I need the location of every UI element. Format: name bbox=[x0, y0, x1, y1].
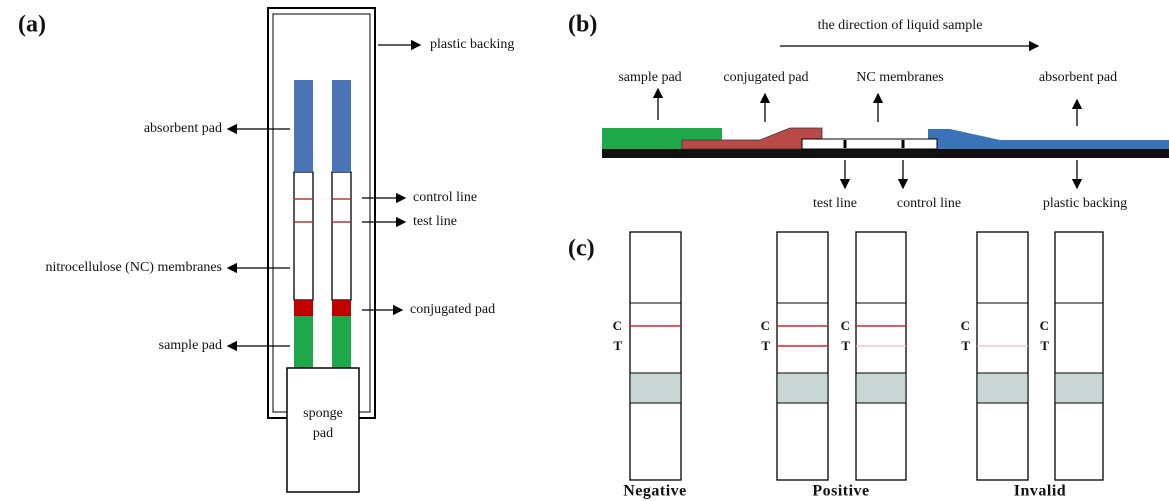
label: sample pad bbox=[618, 70, 681, 85]
label: sample pad bbox=[159, 338, 222, 353]
label: conjugated pad bbox=[410, 302, 495, 317]
test-strip bbox=[856, 232, 906, 480]
label: the direction of liquid sample bbox=[818, 18, 983, 33]
strip bbox=[332, 80, 351, 369]
panel-label: (b) bbox=[568, 12, 597, 38]
panel-label: (c) bbox=[568, 236, 595, 262]
c-label: C bbox=[613, 318, 622, 333]
c-label: C bbox=[841, 318, 850, 333]
t-label: T bbox=[1040, 338, 1049, 353]
label: control line bbox=[897, 196, 961, 211]
label: absorbent pad bbox=[144, 121, 222, 136]
strip bbox=[294, 80, 313, 369]
test-strip bbox=[977, 232, 1028, 480]
c-label: C bbox=[961, 318, 970, 333]
t-label: T bbox=[613, 338, 622, 353]
panel-b: (b) the direction of liquid sample sampl… bbox=[568, 12, 1169, 212]
test-strip bbox=[1055, 232, 1103, 480]
label: plastic backing bbox=[430, 37, 514, 52]
label: NC membranes bbox=[856, 70, 943, 85]
sponge-label: sponge bbox=[303, 406, 343, 421]
c-label: C bbox=[1040, 318, 1049, 333]
label: plastic backing bbox=[1043, 196, 1127, 211]
sponge-label: pad bbox=[313, 426, 333, 441]
test-strip bbox=[777, 232, 828, 480]
t-label: T bbox=[961, 338, 970, 353]
group-label: Positive bbox=[812, 483, 869, 500]
c-label: C bbox=[761, 318, 770, 333]
label: absorbent pad bbox=[1039, 70, 1117, 85]
panel-c: (c) C T C T C bbox=[568, 232, 1103, 500]
label: conjugated pad bbox=[723, 70, 808, 85]
nc-membrane bbox=[802, 139, 937, 149]
figure: (a) sponge pad plastic backing absorbent… bbox=[0, 0, 1169, 501]
label: nitrocellulose (NC) membranes bbox=[45, 260, 222, 275]
label: control line bbox=[413, 190, 477, 205]
panel-label: (a) bbox=[18, 12, 46, 38]
group-label: Negative bbox=[623, 483, 687, 500]
absorbent-pad bbox=[928, 129, 1169, 149]
panel-a: (a) sponge pad plastic backing absorbent… bbox=[18, 8, 514, 492]
t-label: T bbox=[841, 338, 850, 353]
test-strip bbox=[630, 232, 681, 480]
plastic-backing bbox=[268, 8, 375, 418]
label: test line bbox=[413, 214, 457, 229]
group-label: Invalid bbox=[1014, 483, 1066, 500]
t-label: T bbox=[761, 338, 770, 353]
label: test line bbox=[813, 196, 857, 211]
